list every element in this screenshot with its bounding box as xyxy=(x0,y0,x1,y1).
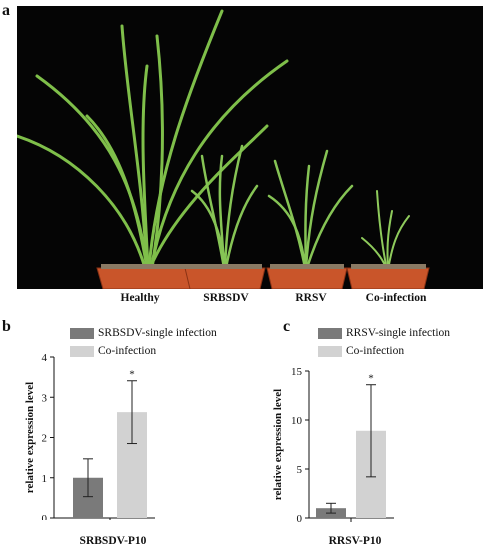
panel-letter-b: b xyxy=(2,318,11,335)
y-axis-label: relative expression level xyxy=(272,389,284,500)
legend-label: SRBSDV-single infection xyxy=(98,327,217,339)
plant-photo xyxy=(15,6,483,290)
legend-c-single: RRSV-single infection xyxy=(318,327,450,339)
panel-letter-c: c xyxy=(283,318,291,335)
y-tick-label: 0 xyxy=(42,513,48,520)
legend-b-coinfection: Co-infection xyxy=(70,345,156,357)
chart-b: relative expression level 0 1 2 3 4 * xyxy=(24,352,155,520)
y-tick-label: 2 xyxy=(42,433,48,445)
significance-marker: * xyxy=(129,369,135,381)
legend-label: Co-infection xyxy=(98,345,157,357)
y-tick-label: 15 xyxy=(291,366,303,378)
legend-swatch xyxy=(318,327,342,339)
plant-label-rrsv: RRSV xyxy=(295,292,327,304)
plant-label-srbsdv: SRBSDV xyxy=(203,292,249,304)
plant-label-coinfection: Co-infection xyxy=(365,292,427,304)
plant-photo-illustration xyxy=(15,6,483,290)
y-tick-label: 5 xyxy=(297,464,303,476)
y-tick-label: 10 xyxy=(291,415,303,427)
legend-label: RRSV-single infection xyxy=(346,327,451,339)
y-tick-label: 4 xyxy=(42,352,48,364)
legend-swatch xyxy=(70,345,94,357)
y-tick-label: 1 xyxy=(42,473,48,485)
y-tick-label: 0 xyxy=(297,513,303,523)
legend-c-coinfection: Co-infection xyxy=(318,345,404,357)
legend-swatch xyxy=(70,327,94,339)
x-category-b: SRBSDV-P10 xyxy=(79,535,147,547)
legend-label: Co-infection xyxy=(346,345,405,357)
legend-b-single: SRBSDV-single infection xyxy=(70,327,217,339)
x-category-c: RRSV-P10 xyxy=(328,535,382,547)
legend-swatch xyxy=(318,345,342,357)
y-axis-label: relative expression level xyxy=(24,382,36,493)
significance-marker: * xyxy=(368,373,374,385)
plant-label-healthy: Healthy xyxy=(120,292,160,304)
chart-c: relative expression level 0 5 10 15 * xyxy=(272,366,394,523)
y-tick-label: 3 xyxy=(42,392,48,404)
panel-letter-a: a xyxy=(2,2,10,19)
